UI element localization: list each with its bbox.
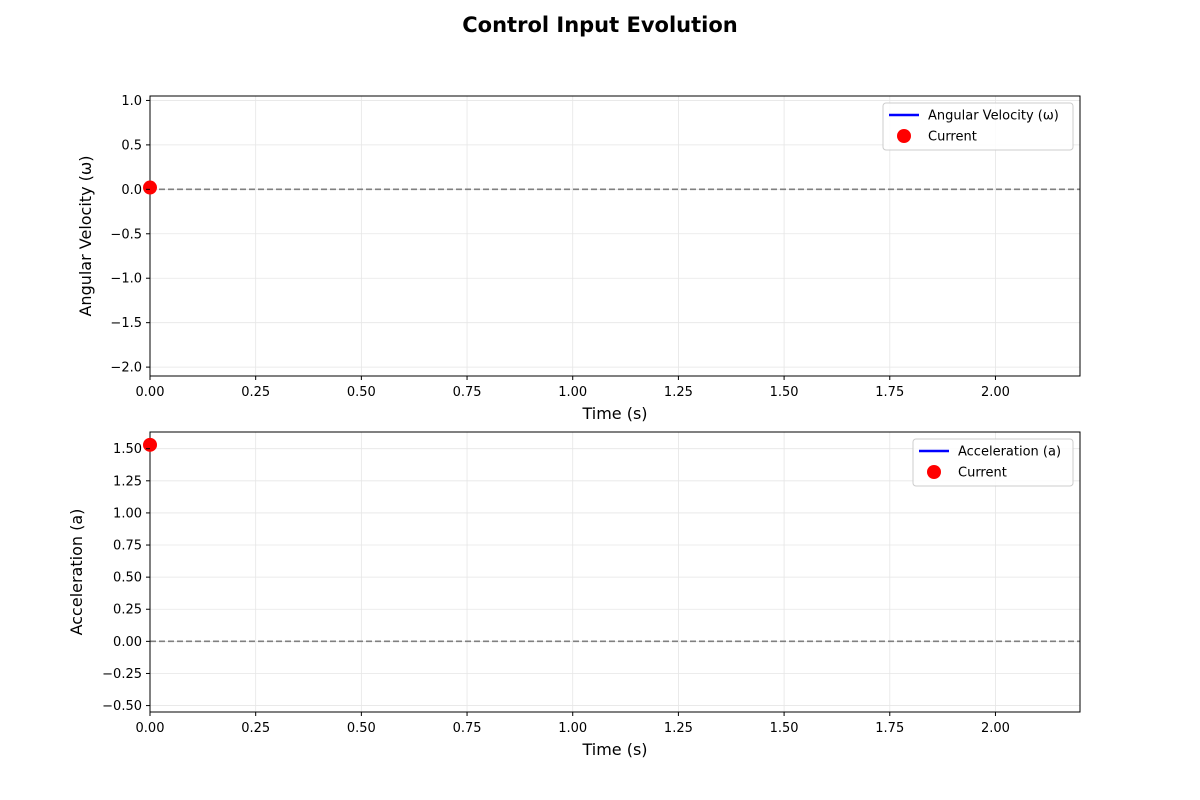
- x-tick-label: 0.50: [347, 385, 376, 400]
- y-tick-label: −1.0: [110, 272, 142, 287]
- plot-frame: [149, 431, 1081, 713]
- y-tick-label: −1.5: [110, 316, 142, 331]
- x-tick-label: 0.75: [453, 385, 482, 400]
- y-tick-label: −0.5: [110, 227, 142, 242]
- legend-marker-swatch: [897, 129, 911, 143]
- legend: Acceleration (a) Current: [912, 438, 1074, 487]
- legend-entry-label: Acceleration (a): [958, 445, 1061, 460]
- y-tick-label: 1.00: [113, 506, 142, 521]
- panel-acceleration: 0.00 0.25 0.50 0.75 1.00 1.25 1.50 1.75 2.00 −0.5…: [67, 431, 1081, 759]
- x-tick-label: 1.25: [664, 385, 693, 400]
- x-tick-label: 1.75: [875, 385, 904, 400]
- panel-angular-velocity: 0.00 0.25 0.50 0.75 1.00 1.25 1.50 1.75 2.00 −2.0…: [76, 94, 1081, 423]
- x-tick-label: 0.00: [136, 721, 165, 736]
- y-tick-label: 0.0: [121, 183, 142, 198]
- x-tick-label: 1.50: [770, 385, 799, 400]
- figure-title: Control Input Evolution: [462, 13, 737, 37]
- x-tick-label: 2.00: [981, 385, 1010, 400]
- y-tick-label: 1.25: [113, 474, 142, 489]
- x-tick-label: 1.50: [770, 721, 799, 736]
- legend-box: [912, 438, 1074, 487]
- x-tick-label: 1.25: [664, 721, 693, 736]
- x-axis-label: Time (s): [581, 740, 647, 759]
- x-tick-label: 0.50: [347, 721, 376, 736]
- y-tick-label: −2.0: [110, 361, 142, 376]
- x-tick-label: 0.75: [453, 721, 482, 736]
- legend-marker-swatch: [927, 465, 941, 479]
- x-axis-label: Time (s): [581, 404, 647, 423]
- legend-entry-label: Current: [958, 466, 1007, 481]
- y-tick-label: 0.00: [113, 635, 142, 650]
- y-tick-label: −0.50: [102, 699, 142, 714]
- y-tick-label: 0.50: [113, 571, 142, 586]
- legend-entry-label: Current: [928, 130, 977, 145]
- y-axis-label: Angular Velocity (ω): [76, 155, 95, 316]
- x-tick-label: 0.25: [241, 721, 270, 736]
- x-tick-label: 1.00: [558, 721, 587, 736]
- x-tick-label: 0.00: [136, 385, 165, 400]
- x-tick-label: 1.75: [875, 721, 904, 736]
- current-point: [143, 437, 157, 452]
- y-tick-label: 1.0: [121, 94, 142, 109]
- current-point: [143, 180, 157, 195]
- y-tick-label: −0.25: [102, 667, 142, 682]
- legend: Angular Velocity (ω) Current: [882, 102, 1074, 151]
- y-tick-label: 0.75: [113, 539, 142, 554]
- x-tick-label: 2.00: [981, 721, 1010, 736]
- legend-entry-label: Angular Velocity (ω): [928, 109, 1059, 124]
- y-tick-label: 0.25: [113, 603, 142, 618]
- x-tick-label: 1.00: [558, 385, 587, 400]
- legend-box: [882, 102, 1074, 151]
- x-tick-label: 0.25: [241, 385, 270, 400]
- plot-frame: [149, 95, 1081, 377]
- y-tick-label: 1.50: [113, 442, 142, 457]
- y-tick-label: 0.5: [121, 138, 142, 153]
- y-axis-label: Acceleration (a): [67, 509, 86, 636]
